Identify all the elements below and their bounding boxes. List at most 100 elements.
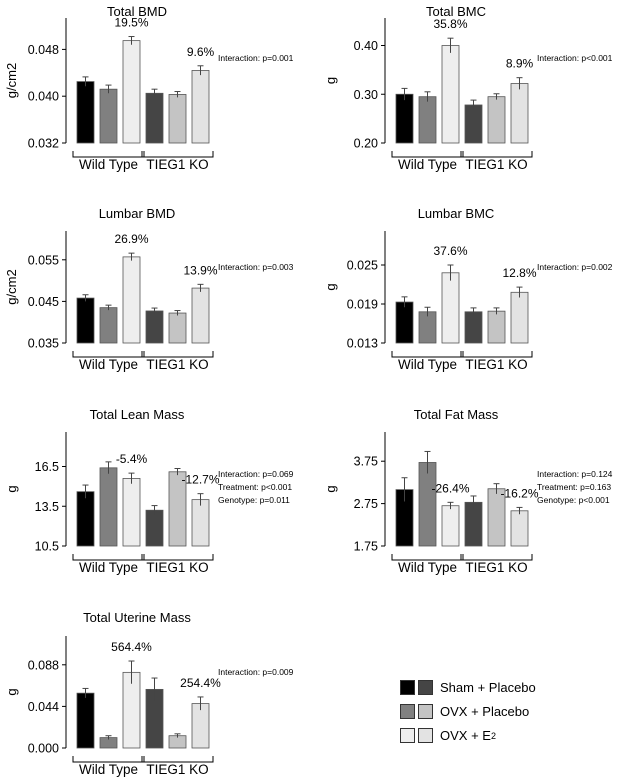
y-axis-label: g/cm2: [4, 269, 19, 304]
legend-label: Sham + Placebo: [440, 680, 536, 695]
y-axis-label: g/cm2: [4, 63, 19, 98]
bar: [510, 291, 529, 344]
legend-swatch: [400, 728, 415, 743]
group-bracket: [72, 151, 145, 158]
percent-annotation: -26.4%: [431, 481, 469, 495]
y-tick-label: 0.045: [28, 295, 59, 309]
bar: [76, 491, 95, 547]
chart-panel-1: Total BMD 0.032 0.040 0.048 g/cm2 Wild Type TI…: [4, 4, 294, 172]
chart-title: Total BMD: [107, 4, 167, 19]
bar: [76, 692, 95, 749]
group-bracket: [460, 351, 533, 358]
percent-annotation: 12.8%: [502, 266, 536, 280]
bar: [464, 311, 483, 344]
legend-entry: Sham + Placebo: [400, 680, 536, 695]
group-label: TIEG1 KO: [465, 157, 527, 172]
percent-annotation: 8.9%: [506, 57, 534, 71]
bar: [145, 310, 164, 344]
chart-panel-5: Total Lean Mass 10.5 13.5 16.5 g Wild Type TIE…: [4, 407, 294, 575]
group-label: TIEG1 KO: [465, 560, 527, 575]
stats-text: Treatment: p<0.001: [218, 482, 292, 492]
legend-swatch: [418, 680, 433, 695]
group-bracket: [141, 151, 214, 158]
bar: [464, 501, 483, 547]
group-bracket: [460, 554, 533, 561]
percent-annotation: 564.4%: [111, 640, 152, 654]
y-tick-label: 3.75: [354, 455, 378, 469]
bar: [487, 96, 506, 144]
y-axis-label: g: [323, 283, 338, 290]
group-label: TIEG1 KO: [146, 762, 208, 777]
group-label: Wild Type: [398, 157, 457, 172]
bar: [99, 88, 118, 144]
group-label: Wild Type: [79, 357, 138, 372]
y-axis-label: g: [323, 485, 338, 492]
percent-annotation: 254.4%: [180, 676, 221, 690]
group-bracket: [141, 756, 214, 763]
group-label: TIEG1 KO: [465, 357, 527, 372]
chart-title: Total Uterine Mass: [83, 610, 191, 625]
chart-panel-4: Lumbar BMC 0.013 0.019 0.025 g Wild Type TIEG1…: [323, 206, 613, 372]
y-tick-label: 0.30: [354, 88, 378, 102]
percent-annotation: 35.8%: [433, 17, 467, 31]
bar: [76, 81, 95, 144]
bar: [418, 311, 437, 344]
stats-text: Interaction: p=0.124: [537, 469, 613, 479]
legend-subscript: 2: [490, 730, 496, 741]
percent-annotation: 13.9%: [183, 263, 217, 277]
group-bracket: [391, 151, 464, 158]
legend-label: OVX + Placebo: [440, 704, 530, 719]
percent-annotation: 37.6%: [433, 244, 467, 258]
bar: [191, 287, 210, 344]
bar: [191, 499, 210, 547]
bar: [191, 703, 210, 749]
percent-annotation: 19.5%: [114, 16, 148, 30]
group-bracket: [141, 554, 214, 561]
stats-text: Treatment: p=0.163: [537, 482, 611, 492]
bar: [418, 96, 437, 144]
percent-annotation: 9.6%: [187, 45, 215, 59]
y-tick-label: 13.5: [35, 500, 59, 514]
y-tick-label: 0.40: [354, 39, 378, 53]
y-tick-label: 10.5: [35, 540, 59, 554]
chart-title: Lumbar BMD: [99, 206, 176, 221]
legend-swatch: [400, 680, 415, 695]
chart-title: Total Fat Mass: [414, 407, 499, 422]
bar: [487, 310, 506, 344]
bar: [395, 301, 414, 344]
group-bracket: [391, 351, 464, 358]
chart-title: Total BMC: [426, 4, 486, 19]
bar: [99, 307, 118, 344]
stats-text: Interaction: p<0.001: [537, 53, 613, 63]
y-tick-label: 0.000: [28, 742, 59, 756]
bar: [145, 92, 164, 144]
chart-panel-3: Lumbar BMD 0.035 0.045 0.055 g/cm2 Wild Type T…: [4, 206, 294, 372]
legend-swatch: [418, 704, 433, 719]
y-tick-label: 0.20: [354, 137, 378, 151]
y-tick-label: 0.048: [28, 43, 59, 57]
chart-title: Total Lean Mass: [90, 407, 185, 422]
legend-label: OVX + E: [440, 728, 491, 743]
y-tick-label: 0.025: [347, 259, 378, 273]
group-label: Wild Type: [398, 560, 457, 575]
y-axis-label: g: [4, 688, 19, 695]
bar: [464, 104, 483, 144]
stats-text: Interaction: p=0.069: [218, 469, 294, 479]
percent-annotation: 26.9%: [114, 232, 148, 246]
y-axis-label: g: [323, 77, 338, 84]
y-tick-label: 0.032: [28, 137, 59, 151]
y-axis-label: g: [4, 485, 19, 492]
group-bracket: [72, 351, 145, 358]
y-tick-label: 0.055: [28, 253, 59, 267]
group-bracket: [72, 554, 145, 561]
y-tick-label: 0.035: [28, 337, 59, 351]
stats-text: Interaction: p=0.001: [218, 53, 294, 63]
percent-annotation: -12.7%: [181, 473, 219, 487]
bar: [191, 70, 210, 144]
chart-panel-6: Total Fat Mass 1.75 2.75 3.75 g Wild Type TIEG…: [323, 407, 613, 575]
bar: [122, 40, 141, 144]
bar: [122, 478, 141, 547]
group-bracket: [460, 151, 533, 158]
